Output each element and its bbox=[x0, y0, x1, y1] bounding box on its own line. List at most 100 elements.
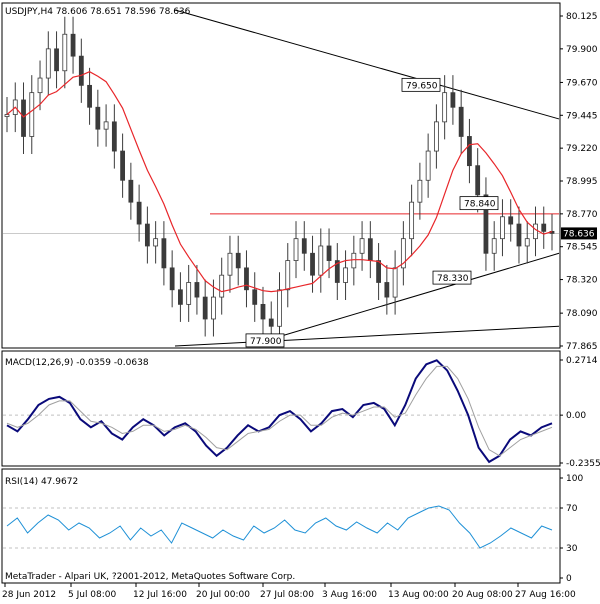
x-tick-label: 27 Jul 08:00 bbox=[260, 590, 314, 600]
candle-body bbox=[54, 48, 59, 72]
candle-body bbox=[491, 238, 497, 254]
price-tick-label: 79.900 bbox=[566, 45, 598, 55]
price-tick-label: 78.995 bbox=[566, 177, 598, 187]
price-label-box bbox=[459, 196, 499, 211]
candle-body bbox=[367, 238, 373, 261]
candle-body bbox=[4, 114, 10, 117]
candle-body bbox=[285, 260, 291, 291]
candle-body bbox=[326, 245, 332, 261]
candle-body bbox=[252, 289, 258, 305]
base-trendline bbox=[174, 325, 560, 347]
candle-body bbox=[87, 84, 92, 108]
price-tick-label: 79.670 bbox=[566, 78, 598, 88]
macd-tick-label: -0.2355 bbox=[566, 459, 600, 469]
candle-body bbox=[235, 252, 241, 269]
price-tick-label: 78.320 bbox=[566, 276, 598, 286]
candle-body bbox=[293, 238, 299, 261]
price-tick-label: 78.090 bbox=[566, 309, 598, 319]
macd-signal-line bbox=[6, 365, 553, 457]
candle-body bbox=[260, 303, 266, 320]
candle-body bbox=[301, 238, 307, 254]
candle-body bbox=[334, 260, 340, 283]
candle-body bbox=[161, 238, 167, 269]
price-tick-label: 79.445 bbox=[566, 111, 598, 121]
macd-panel-frame bbox=[1, 350, 561, 467]
candle-body bbox=[392, 267, 398, 298]
candle-body bbox=[268, 318, 274, 327]
candle-body bbox=[516, 223, 522, 247]
price-tick-label: 78.545 bbox=[566, 243, 598, 253]
candle-body bbox=[508, 216, 514, 225]
x-tick-label: 28 Jun 2012 bbox=[2, 590, 56, 600]
price-tick-label: 78.770 bbox=[566, 210, 598, 220]
candle-body bbox=[202, 296, 208, 320]
candle-body bbox=[533, 223, 538, 240]
rsi-tick-label: 30 bbox=[566, 544, 578, 554]
rsi-line bbox=[6, 505, 553, 549]
rsi-tick-label: 100 bbox=[566, 474, 583, 484]
x-tick-label: 20 Jul 00:00 bbox=[196, 590, 250, 600]
x-tick-label: 5 Jul 08:00 bbox=[68, 590, 117, 600]
rsi-panel-frame bbox=[1, 468, 561, 584]
candle-body bbox=[45, 48, 51, 79]
upper-trendline bbox=[174, 9, 560, 120]
candle-body bbox=[178, 289, 183, 305]
candle-body bbox=[359, 238, 365, 254]
candle-body bbox=[450, 92, 456, 108]
lower-trendline bbox=[264, 252, 560, 342]
current-price-tag bbox=[561, 227, 597, 240]
price-tick-label: 79.220 bbox=[566, 144, 598, 154]
macd-title: MACD(12,26,9) -0.0359 -0.0638 bbox=[5, 358, 149, 368]
price-label-box bbox=[245, 333, 285, 348]
candle-body bbox=[70, 33, 76, 57]
candle-body bbox=[351, 252, 357, 269]
macd-tick-label: 0.00 bbox=[566, 411, 586, 421]
price-label-text: 79.650 bbox=[406, 81, 438, 91]
current-price-text: 78.636 bbox=[563, 229, 595, 239]
rsi-tick-label: 0 bbox=[566, 574, 572, 584]
candle-body bbox=[111, 121, 117, 152]
candle-body bbox=[343, 267, 348, 283]
candle-body bbox=[95, 106, 101, 130]
price-label-text: 77.900 bbox=[250, 337, 282, 347]
x-tick-label: 13 Aug 00:00 bbox=[388, 590, 449, 600]
candle-body bbox=[500, 216, 505, 240]
candle-body bbox=[227, 252, 233, 276]
candle-body bbox=[153, 238, 159, 247]
x-tick-label: 20 Aug 08:00 bbox=[452, 590, 513, 600]
candle-body bbox=[78, 55, 84, 86]
candle-body bbox=[425, 150, 431, 181]
candle-body bbox=[384, 282, 390, 298]
x-tick-label: 3 Aug 16:00 bbox=[322, 590, 377, 600]
candle-body bbox=[103, 121, 109, 130]
x-tick-label: 27 Aug 16:00 bbox=[515, 590, 576, 600]
candle-body bbox=[458, 106, 464, 137]
candle-body bbox=[244, 267, 249, 291]
candle-body bbox=[310, 252, 315, 276]
candle-body bbox=[400, 238, 406, 269]
candle-body bbox=[219, 274, 225, 298]
candle-body bbox=[29, 92, 35, 137]
candle-body bbox=[442, 92, 448, 123]
candle-body bbox=[475, 165, 481, 196]
candle-body bbox=[376, 260, 381, 283]
candle-body bbox=[524, 238, 530, 247]
macd-main-line bbox=[6, 359, 553, 464]
candle-body bbox=[541, 223, 547, 232]
price-label-text: 78.840 bbox=[464, 200, 496, 210]
candle-body bbox=[144, 223, 150, 247]
moving-average-line bbox=[6, 71, 553, 293]
candle-body bbox=[120, 150, 126, 181]
candle-body bbox=[21, 99, 26, 137]
x-tick-label: 12 Jul 16:00 bbox=[133, 590, 187, 600]
candle-body bbox=[136, 201, 142, 225]
price-label-text: 78.330 bbox=[437, 274, 469, 284]
candle-body bbox=[483, 194, 489, 254]
candle-body bbox=[433, 121, 439, 152]
price-tick-label: 77.865 bbox=[566, 342, 598, 352]
price-label-box bbox=[401, 77, 441, 92]
candle-body bbox=[318, 245, 324, 276]
candle-body bbox=[37, 77, 43, 94]
